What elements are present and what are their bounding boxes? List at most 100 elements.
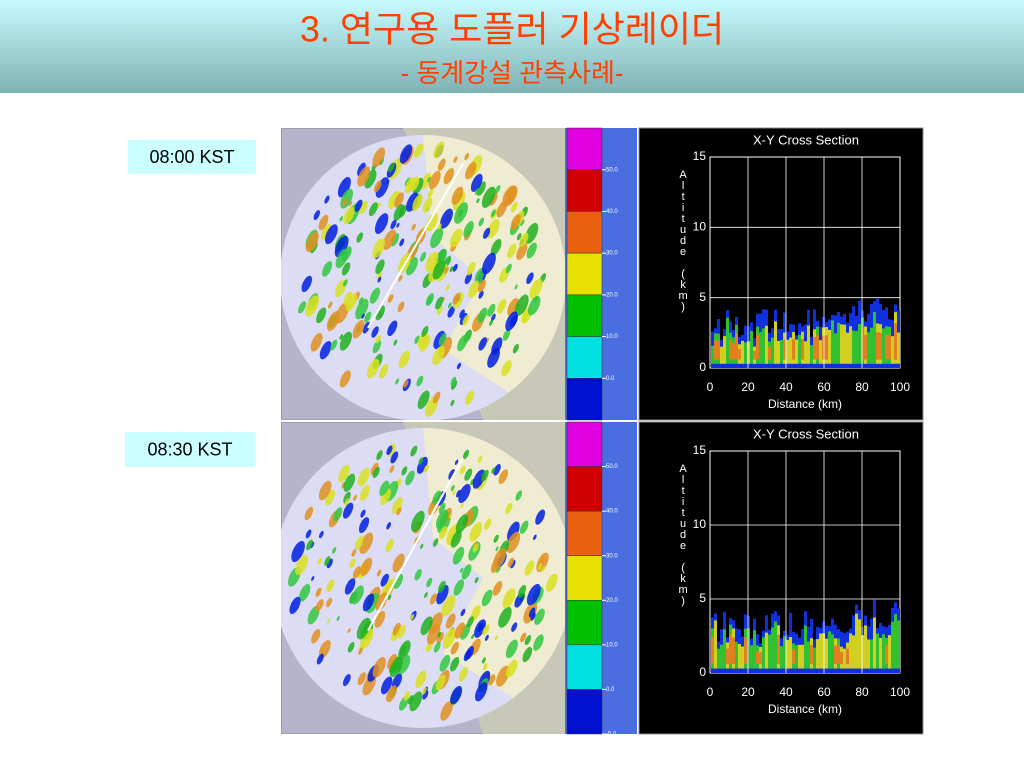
echo — [539, 556, 545, 565]
echo — [524, 222, 539, 244]
echo — [477, 307, 488, 323]
colorbar-segment — [566, 211, 603, 254]
echo — [306, 539, 313, 551]
echo-core — [822, 633, 825, 669]
echo — [507, 243, 517, 259]
echo — [452, 292, 461, 305]
echo-core — [798, 334, 801, 364]
echo — [460, 465, 466, 475]
echo — [466, 616, 474, 628]
echo-core — [762, 328, 765, 364]
echo — [403, 690, 411, 701]
echo — [481, 186, 496, 208]
echo — [416, 456, 428, 474]
echo — [459, 567, 464, 573]
echo — [399, 144, 413, 164]
echo — [393, 573, 404, 589]
echo — [496, 665, 510, 687]
echo-core — [720, 644, 723, 669]
echo — [545, 573, 558, 592]
echo — [388, 190, 400, 209]
echo — [424, 592, 428, 598]
echo-core — [804, 341, 807, 364]
echo — [477, 279, 486, 293]
echo — [398, 350, 411, 369]
echo-core — [711, 345, 714, 364]
echo — [490, 209, 496, 218]
echo — [398, 274, 403, 282]
echo — [389, 656, 403, 678]
echo — [450, 641, 459, 655]
echo — [406, 192, 419, 212]
echo-peak — [729, 339, 732, 360]
echo — [444, 266, 449, 274]
echo — [435, 296, 444, 310]
echo-core — [867, 332, 870, 364]
echo — [372, 238, 385, 259]
echo — [433, 141, 445, 159]
echo — [344, 578, 356, 595]
echo — [420, 172, 432, 190]
echo — [419, 334, 431, 352]
y-axis-label: Altitude (km) — [677, 169, 689, 312]
echo — [483, 227, 491, 239]
echo — [432, 345, 445, 366]
echo-core — [870, 327, 873, 364]
echo — [396, 507, 402, 516]
echo — [410, 614, 415, 621]
echo-peak — [825, 335, 828, 360]
echo-core — [837, 322, 840, 364]
echo — [386, 445, 393, 456]
echo-core — [795, 339, 798, 364]
echo — [421, 325, 429, 337]
echo — [398, 640, 411, 660]
echo — [453, 579, 465, 596]
echo — [387, 653, 397, 670]
echo — [493, 534, 499, 543]
echo — [420, 616, 433, 636]
echo — [301, 275, 313, 293]
echo-peak — [792, 649, 795, 665]
x-tick-label: 0 — [707, 380, 714, 394]
echo-core — [786, 339, 789, 364]
colorbar-label: 30.0 — [606, 553, 618, 559]
echo — [356, 617, 371, 640]
echo-core — [891, 621, 894, 669]
echo — [325, 224, 338, 245]
echo-core — [897, 620, 900, 669]
echo-peak — [885, 334, 888, 360]
echo — [392, 553, 405, 573]
echo — [399, 238, 405, 247]
echo — [425, 251, 439, 272]
echo-core — [762, 637, 765, 669]
echo-core — [789, 337, 792, 364]
echo — [377, 276, 382, 283]
time-box — [125, 432, 255, 467]
echo-core — [858, 619, 861, 669]
echo — [464, 468, 473, 481]
echo — [355, 298, 369, 320]
echo — [352, 566, 361, 579]
echo — [423, 464, 429, 473]
echo — [450, 376, 457, 386]
colorbar-segment — [566, 252, 603, 296]
echo — [291, 540, 305, 563]
echo-peak — [783, 339, 786, 360]
echo — [533, 634, 544, 651]
echo — [347, 628, 351, 634]
x-tick-label: 80 — [855, 380, 869, 394]
echo-peak — [888, 335, 891, 360]
echo-core — [834, 333, 837, 364]
echo-core — [864, 625, 867, 669]
echo — [501, 360, 512, 377]
echo — [432, 391, 441, 404]
echo-core — [828, 329, 831, 364]
echo — [364, 169, 377, 189]
echo — [450, 380, 458, 390]
echo — [437, 158, 446, 171]
echo-peak — [879, 332, 882, 360]
echo-core — [801, 644, 804, 669]
echo-core — [870, 639, 873, 669]
x-tick-label: 100 — [890, 685, 910, 699]
echo-peak — [744, 637, 747, 665]
